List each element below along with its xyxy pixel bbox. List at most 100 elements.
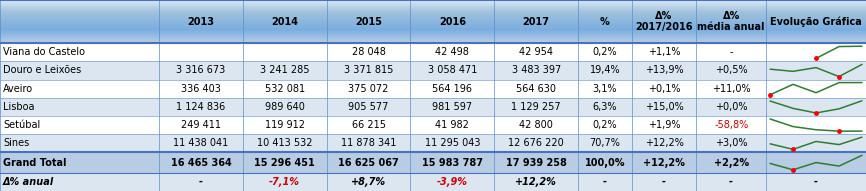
Bar: [0, 35, 866, 36]
Bar: [0, 42, 866, 44]
Text: Evolução Gráfica: Evolução Gráfica: [770, 16, 862, 27]
Text: 532 081: 532 081: [265, 84, 305, 94]
Bar: [159, 98, 242, 116]
Bar: [766, 98, 866, 116]
Text: 15 983 787: 15 983 787: [422, 158, 483, 168]
Bar: [0, 39, 866, 40]
Text: -3,9%: -3,9%: [436, 177, 468, 187]
Bar: [410, 80, 494, 98]
Bar: [0, 3, 866, 4]
Bar: [632, 134, 696, 152]
Text: 905 577: 905 577: [348, 102, 389, 112]
Bar: [696, 80, 766, 98]
Text: 12 676 220: 12 676 220: [508, 138, 564, 148]
Bar: [0, 26, 866, 28]
Bar: [0, 116, 159, 134]
Bar: [494, 134, 578, 152]
Bar: [242, 43, 326, 61]
Text: 42 498: 42 498: [436, 47, 469, 57]
Bar: [242, 98, 326, 116]
Text: 3 316 673: 3 316 673: [177, 66, 225, 75]
Bar: [0, 22, 866, 23]
Bar: [0, 38, 866, 39]
Bar: [326, 61, 410, 80]
Bar: [578, 134, 632, 152]
Text: -58,8%: -58,8%: [714, 120, 748, 130]
Text: Aveiro: Aveiro: [3, 84, 33, 94]
Bar: [0, 35, 866, 36]
Bar: [159, 134, 242, 152]
Bar: [326, 116, 410, 134]
Bar: [0, 27, 866, 28]
Text: +12,2%: +12,2%: [643, 158, 685, 168]
Bar: [0, 0, 866, 2]
Bar: [0, 15, 866, 17]
Bar: [0, 31, 866, 32]
Bar: [0, 18, 866, 19]
Bar: [632, 61, 696, 80]
Bar: [0, 19, 866, 20]
Bar: [0, 43, 159, 61]
Bar: [242, 61, 326, 80]
Text: -: -: [814, 177, 818, 187]
Text: 3 241 285: 3 241 285: [260, 66, 309, 75]
Bar: [0, 24, 866, 25]
Bar: [494, 61, 578, 80]
Bar: [242, 80, 326, 98]
Text: Grand Total: Grand Total: [3, 158, 67, 168]
Text: 11 438 041: 11 438 041: [173, 138, 229, 148]
Bar: [0, 29, 866, 31]
Bar: [578, 98, 632, 116]
Bar: [0, 19, 866, 21]
Bar: [0, 31, 866, 32]
Bar: [766, 173, 866, 191]
Bar: [410, 134, 494, 152]
Bar: [0, 9, 866, 11]
Bar: [0, 22, 866, 23]
Text: 3 371 815: 3 371 815: [344, 66, 393, 75]
Text: 10 413 532: 10 413 532: [257, 138, 313, 148]
Text: Δ%
2017/2016: Δ% 2017/2016: [636, 11, 693, 32]
Bar: [494, 152, 578, 173]
Bar: [0, 17, 866, 18]
Bar: [0, 13, 866, 15]
Bar: [494, 98, 578, 116]
Bar: [0, 32, 866, 34]
Bar: [632, 152, 696, 173]
Text: %: %: [600, 17, 610, 27]
Text: 66 215: 66 215: [352, 120, 385, 130]
Bar: [0, 9, 866, 11]
Bar: [578, 43, 632, 61]
Bar: [0, 10, 866, 12]
Text: Δ% anual: Δ% anual: [3, 177, 55, 187]
Bar: [0, 4, 866, 5]
Bar: [0, 32, 866, 33]
Text: 1 124 836: 1 124 836: [177, 102, 225, 112]
Bar: [0, 36, 866, 38]
Bar: [410, 61, 494, 80]
Bar: [242, 173, 326, 191]
Bar: [578, 80, 632, 98]
Bar: [0, 7, 866, 9]
Bar: [0, 6, 866, 8]
Bar: [159, 152, 242, 173]
Bar: [0, 14, 866, 15]
Bar: [0, 0, 866, 1]
Bar: [0, 28, 866, 29]
Bar: [0, 16, 866, 18]
Bar: [696, 116, 766, 134]
Text: +11,0%: +11,0%: [712, 84, 751, 94]
Bar: [242, 152, 326, 173]
Bar: [242, 116, 326, 134]
Bar: [326, 80, 410, 98]
Text: 981 597: 981 597: [432, 102, 472, 112]
Bar: [494, 173, 578, 191]
Bar: [0, 4, 866, 6]
Bar: [696, 61, 766, 80]
Text: Viana do Castelo: Viana do Castelo: [3, 47, 85, 57]
Bar: [0, 30, 866, 31]
Bar: [0, 98, 159, 116]
Bar: [0, 14, 866, 16]
Bar: [0, 6, 866, 7]
Bar: [0, 1, 866, 2]
